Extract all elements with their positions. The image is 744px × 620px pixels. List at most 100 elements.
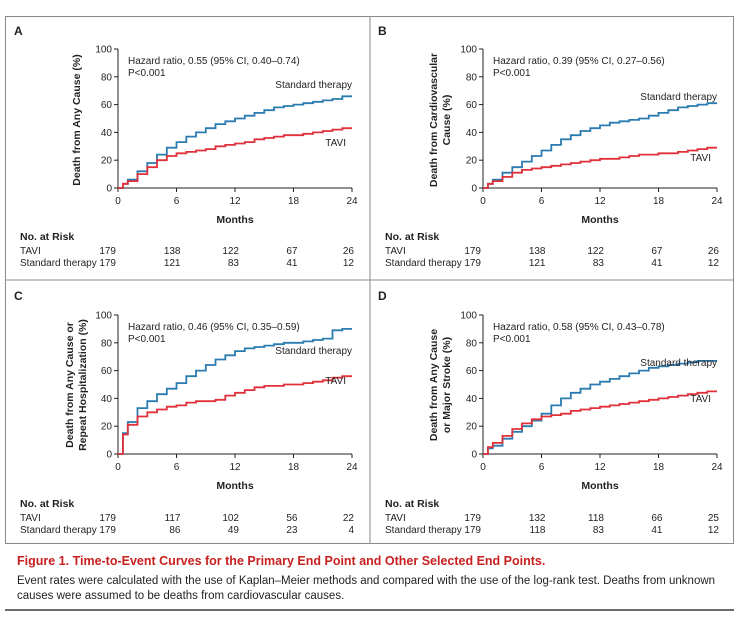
panel-letter: A xyxy=(14,24,23,38)
x-tick-label: 0 xyxy=(480,196,486,207)
risk-value: 117 xyxy=(165,513,181,524)
x-tick-label: 6 xyxy=(539,196,545,207)
panel-d: D 0 20 40 60 80 100 0 6 12 18 24 Months Death from An… xyxy=(378,289,723,536)
hazard-annotation: P<0.001 xyxy=(493,334,531,345)
y-axis-label-line: or Major Stroke (%) xyxy=(441,337,453,433)
risk-value: 118 xyxy=(530,525,546,536)
risk-value: 122 xyxy=(222,246,239,257)
risk-value: 179 xyxy=(464,246,481,257)
y-tick-label: 40 xyxy=(101,394,113,405)
x-tick-label: 24 xyxy=(711,196,723,207)
risk-value: 22 xyxy=(343,513,355,524)
x-tick-label: 0 xyxy=(115,196,121,207)
y-axis-label: Death from Cardiovascular Cause (%) xyxy=(428,53,453,187)
risk-value: 83 xyxy=(228,258,240,269)
y-tick-label: 0 xyxy=(471,450,477,461)
series-label-standard-therapy: Standard therapy xyxy=(640,358,717,369)
hazard-annotation: P<0.001 xyxy=(128,334,166,345)
risk-row-label: Standard therapy xyxy=(20,525,97,536)
risk-value: 122 xyxy=(587,246,604,257)
caption-text: Event rates were calculated with the use… xyxy=(17,575,716,602)
series-label-tavi: TAVI xyxy=(690,394,711,405)
series-label-tavi: TAVI xyxy=(325,376,346,387)
risk-value: 67 xyxy=(286,246,298,257)
y-tick-label: 40 xyxy=(101,128,113,139)
risk-row-label: Standard therapy xyxy=(385,258,462,269)
risk-value: 138 xyxy=(529,246,546,257)
y-tick-label: 20 xyxy=(466,156,478,167)
y-axis-label-line: Death from Any Cause (%) xyxy=(71,54,83,185)
risk-value: 12 xyxy=(708,258,720,269)
panel-c: C 0 20 40 60 80 100 0 6 12 18 24 Months Death from An… xyxy=(14,289,358,536)
risk-value: 12 xyxy=(708,525,720,536)
risk-row-label: TAVI xyxy=(385,513,406,524)
x-tick-label: 12 xyxy=(229,196,241,207)
risk-value: 25 xyxy=(708,513,720,524)
x-tick-label: 12 xyxy=(594,462,606,473)
y-tick-label: 80 xyxy=(101,72,113,83)
x-axis-label: Months xyxy=(581,214,618,226)
risk-header: No. at Risk xyxy=(20,498,74,510)
risk-value: 49 xyxy=(228,525,240,536)
hazard-annotation: Hazard ratio, 0.55 (95% CI, 0.40–0.74) xyxy=(128,56,300,67)
risk-value: 41 xyxy=(286,258,298,269)
risk-value: 83 xyxy=(593,525,605,536)
y-tick-label: 20 xyxy=(101,422,113,433)
y-axis-label-line: Death from Any Cause xyxy=(428,329,440,441)
hazard-annotation: Hazard ratio, 0.46 (95% CI, 0.35–0.59) xyxy=(128,322,300,333)
x-axis-label: Months xyxy=(581,480,618,492)
x-tick-label: 24 xyxy=(711,462,723,473)
panel-b: B 0 20 40 60 80 100 0 6 12 18 24 Months Death from Ca… xyxy=(378,24,723,269)
series-label-tavi: TAVI xyxy=(690,153,711,164)
panel-a: A 0 20 40 60 80 100 0 6 12 18 24 Months Death from An… xyxy=(14,24,358,269)
risk-value: 121 xyxy=(529,258,546,269)
risk-value: 132 xyxy=(529,513,546,524)
x-tick-label: 18 xyxy=(653,462,665,473)
risk-value: 179 xyxy=(99,525,116,536)
x-axis-label: Months xyxy=(216,480,253,492)
risk-value: 121 xyxy=(164,258,181,269)
y-tick-label: 80 xyxy=(101,338,113,349)
y-tick-label: 100 xyxy=(95,45,112,56)
y-tick-label: 100 xyxy=(460,45,477,56)
risk-row-label: TAVI xyxy=(20,513,41,524)
risk-header: No. at Risk xyxy=(20,231,74,243)
panel-letter: D xyxy=(378,289,387,303)
risk-value: 23 xyxy=(286,525,298,536)
caption-box: Figure 1. Time-to-Event Curves for the P… xyxy=(5,544,734,608)
bottom-rule xyxy=(5,609,734,611)
x-tick-label: 6 xyxy=(539,462,545,473)
y-tick-label: 0 xyxy=(471,184,477,195)
x-tick-label: 18 xyxy=(288,462,300,473)
y-tick-label: 0 xyxy=(106,450,112,461)
x-tick-label: 6 xyxy=(174,196,180,207)
risk-value: 179 xyxy=(99,246,116,257)
series-curve-tavi xyxy=(483,146,717,189)
y-tick-label: 80 xyxy=(466,72,478,83)
risk-value: 138 xyxy=(164,246,181,257)
risk-value: 118 xyxy=(588,513,604,524)
y-tick-label: 100 xyxy=(460,311,477,322)
risk-value: 86 xyxy=(169,525,181,536)
hazard-annotation: P<0.001 xyxy=(493,68,531,79)
risk-value: 179 xyxy=(464,525,481,536)
y-tick-label: 0 xyxy=(106,184,112,195)
x-tick-label: 6 xyxy=(174,462,180,473)
y-tick-label: 60 xyxy=(466,366,478,377)
y-axis-label: Death from Any Cause or Repeat Hospitaliz… xyxy=(64,319,89,451)
risk-value: 102 xyxy=(222,513,239,524)
x-tick-label: 0 xyxy=(480,462,486,473)
series-curve-tavi xyxy=(118,127,352,189)
y-tick-label: 80 xyxy=(466,338,478,349)
series-curve-standard-therapy xyxy=(118,95,352,189)
y-tick-label: 60 xyxy=(466,100,478,111)
series-label-standard-therapy: Standard therapy xyxy=(275,80,352,91)
panel-letter: B xyxy=(378,24,387,38)
series-curve-standard-therapy xyxy=(118,328,352,455)
risk-value: 4 xyxy=(348,525,354,536)
y-tick-label: 60 xyxy=(101,100,113,111)
y-axis-label-line: Death from Any Cause or xyxy=(64,322,76,448)
risk-value: 56 xyxy=(286,513,298,524)
